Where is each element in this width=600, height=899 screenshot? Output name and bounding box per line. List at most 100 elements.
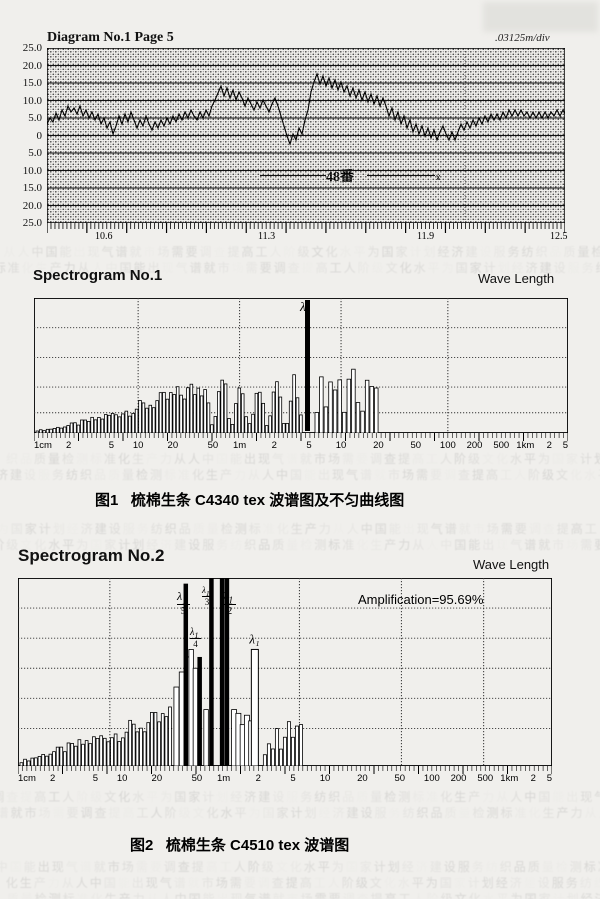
svg-text:5: 5 <box>93 773 98 782</box>
svg-text:人: 人 <box>161 892 173 899</box>
svg-text:200: 200 <box>467 440 483 449</box>
svg-text:市: 市 <box>218 260 230 275</box>
svg-text:调: 调 <box>200 245 212 259</box>
svg-text:提: 提 <box>20 789 32 804</box>
svg-text:化: 化 <box>469 892 481 899</box>
svg-text:市: 市 <box>144 244 156 259</box>
svg-text:阶: 阶 <box>454 452 466 466</box>
svg-text:产: 产 <box>146 452 158 466</box>
svg-text:高: 高 <box>34 789 46 804</box>
svg-text:计: 计 <box>553 892 565 899</box>
svg-text:文: 文 <box>556 467 568 482</box>
svg-text:纺: 纺 <box>486 860 498 874</box>
svg-text:1cm: 1cm <box>18 773 36 782</box>
svg-text:谱: 谱 <box>286 452 298 466</box>
svg-text:场: 场 <box>158 245 170 259</box>
svg-text:中: 中 <box>90 875 102 890</box>
svg-text:国: 国 <box>525 892 537 899</box>
svg-text:出: 出 <box>566 790 578 804</box>
svg-text:文: 文 <box>386 260 398 275</box>
svg-text:生: 生 <box>370 538 382 552</box>
svg-text:能: 能 <box>389 522 401 536</box>
svg-text:高: 高 <box>300 875 312 890</box>
svg-text:能: 能 <box>468 538 480 552</box>
svg-text:国: 国 <box>552 452 564 466</box>
svg-text:质: 质 <box>528 860 540 874</box>
svg-text:平: 平 <box>234 806 246 820</box>
svg-text:国: 国 <box>174 790 186 804</box>
svg-text:建: 建 <box>524 876 536 890</box>
svg-text:人: 人 <box>510 790 522 804</box>
svg-text:能: 能 <box>203 892 215 899</box>
svg-text:高: 高 <box>206 859 218 874</box>
svg-text:查: 查 <box>178 860 190 874</box>
svg-text:谱: 谱 <box>524 538 536 552</box>
svg-text:服: 服 <box>568 261 580 275</box>
svg-text:工: 工 <box>314 876 326 890</box>
svg-text:500: 500 <box>493 440 509 449</box>
svg-text:查: 查 <box>272 876 284 890</box>
svg-text:质: 质 <box>7 892 19 899</box>
svg-text:需: 需 <box>416 468 428 482</box>
svg-text:市: 市 <box>287 891 299 899</box>
svg-text:从: 从 <box>174 452 186 466</box>
svg-text:国: 国 <box>382 245 394 259</box>
svg-text:从: 从 <box>333 522 345 536</box>
svg-text:查: 查 <box>543 522 555 536</box>
svg-text:λ₁: λ₁ <box>299 299 310 314</box>
svg-text:量: 量 <box>286 538 298 552</box>
svg-text:场: 场 <box>216 876 228 890</box>
svg-text:从: 从 <box>147 892 159 899</box>
svg-text:化: 化 <box>277 522 289 536</box>
svg-text:生: 生 <box>454 790 466 804</box>
svg-text:测: 测 <box>486 806 498 820</box>
svg-text:谱: 谱 <box>80 860 92 874</box>
svg-text:现: 现 <box>258 452 270 466</box>
svg-text:国: 国 <box>538 790 550 804</box>
svg-text:量: 量 <box>21 892 33 899</box>
svg-text:要: 要 <box>329 892 341 899</box>
svg-text:织: 织 <box>328 790 340 804</box>
svg-text:织: 织 <box>6 452 18 466</box>
svg-text:级: 级 <box>468 452 480 466</box>
svg-text:品: 品 <box>258 538 270 552</box>
svg-text:测: 测 <box>49 892 61 899</box>
svg-text:品: 品 <box>430 806 442 820</box>
svg-text:提: 提 <box>557 521 569 536</box>
svg-text:5: 5 <box>109 440 114 449</box>
svg-text:气: 气 <box>176 260 188 275</box>
svg-text:中: 中 <box>202 451 214 466</box>
svg-text:国: 国 <box>454 538 466 552</box>
svg-text:生: 生 <box>542 806 554 820</box>
svg-text:谱: 谱 <box>259 892 271 899</box>
svg-text:平: 平 <box>497 892 509 899</box>
svg-text:级: 级 <box>90 790 102 804</box>
svg-text:2: 2 <box>66 440 71 449</box>
svg-text:济: 济 <box>510 875 522 890</box>
svg-text:国: 国 <box>216 452 228 466</box>
svg-text:1km: 1km <box>516 440 534 449</box>
svg-text:家: 家 <box>396 244 408 259</box>
svg-text:水: 水 <box>584 468 596 482</box>
svg-text:人: 人 <box>262 468 274 482</box>
svg-text:现: 现 <box>231 892 243 899</box>
svg-text:纺: 纺 <box>580 876 592 890</box>
svg-text:检: 检 <box>35 891 47 899</box>
svg-text:需: 需 <box>52 806 64 820</box>
svg-text:现: 现 <box>580 790 592 804</box>
svg-text:就: 就 <box>94 860 106 874</box>
svg-text:家: 家 <box>566 451 578 466</box>
svg-text:现: 现 <box>417 522 429 536</box>
svg-text:为: 为 <box>511 892 523 899</box>
svg-text:级: 级 <box>372 261 384 275</box>
svg-text:要: 要 <box>515 522 527 536</box>
svg-text:经: 经 <box>402 860 414 874</box>
svg-text:50: 50 <box>395 773 406 782</box>
svg-text:阶: 阶 <box>342 876 354 890</box>
svg-text:从: 从 <box>62 876 74 890</box>
svg-text:场: 场 <box>566 538 578 552</box>
svg-text:为: 为 <box>160 790 172 804</box>
svg-text:力: 力 <box>160 452 172 466</box>
svg-text:阶: 阶 <box>427 892 439 899</box>
svg-text:谱: 谱 <box>190 261 202 275</box>
